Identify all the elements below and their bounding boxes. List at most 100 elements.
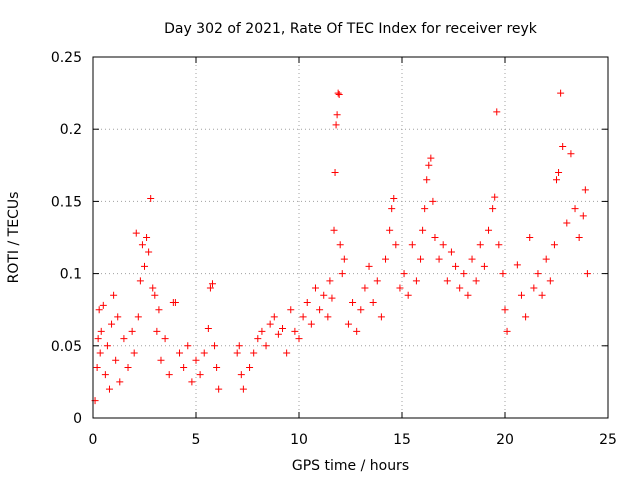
data-point [326, 277, 334, 285]
data-point [460, 270, 468, 278]
data-point [151, 291, 159, 299]
data-point [542, 255, 550, 263]
data-point [171, 298, 179, 306]
data-point [522, 313, 530, 321]
data-point [388, 205, 396, 213]
data-point [369, 298, 377, 306]
data-point [262, 342, 270, 350]
data-point [419, 226, 427, 234]
data-point [344, 320, 352, 328]
data-point [112, 356, 120, 364]
data-point [239, 385, 247, 393]
data-point [153, 327, 161, 335]
data-point [338, 270, 346, 278]
data-point [132, 229, 140, 237]
x-tick-label: 10 [290, 432, 308, 448]
data-point [208, 280, 216, 288]
data-point [233, 349, 241, 357]
data-point [266, 320, 274, 328]
data-point [149, 284, 157, 292]
data-point [283, 349, 291, 357]
data-point [534, 270, 542, 278]
data-point [215, 385, 223, 393]
data-point [211, 342, 219, 350]
data-point [324, 313, 332, 321]
y-tick-label: 0.15 [51, 194, 82, 210]
y-tick-label: 0.05 [51, 339, 82, 355]
data-point [336, 241, 344, 249]
x-axis-title: GPS time / hours [292, 458, 409, 474]
data-point [128, 327, 136, 335]
data-point [130, 349, 138, 357]
data-point [316, 306, 324, 314]
data-point [206, 284, 214, 292]
data-point [417, 255, 425, 263]
data-point [553, 176, 560, 184]
data-point [176, 349, 184, 357]
data-point [320, 291, 328, 299]
data-point [303, 298, 311, 306]
data-point [493, 108, 501, 116]
data-point [110, 291, 118, 299]
data-point [491, 193, 499, 201]
y-axis-title: ROTI / TECUs [6, 192, 22, 284]
data-point [213, 363, 221, 371]
data-point [330, 226, 338, 234]
data-point [412, 277, 420, 285]
data-point [120, 335, 128, 343]
data-point [429, 197, 437, 205]
data-point [108, 320, 116, 328]
data-point [503, 327, 511, 335]
data-point [332, 121, 340, 129]
x-tick-label: 20 [496, 432, 514, 448]
data-point [495, 241, 503, 249]
data-point [254, 335, 262, 343]
data-point [134, 313, 142, 321]
data-point [425, 161, 433, 169]
data-point [538, 291, 546, 299]
data-point [530, 284, 538, 292]
data-point [353, 327, 361, 335]
data-point [114, 313, 122, 321]
data-point [480, 262, 488, 270]
data-point [443, 277, 451, 285]
data-point [361, 284, 369, 292]
y-tick-label: 0.25 [51, 50, 82, 66]
data-point [382, 255, 390, 263]
data-point [94, 335, 102, 343]
data-point [295, 335, 303, 343]
data-point [423, 176, 431, 184]
data-point [99, 301, 107, 309]
data-point [476, 241, 484, 249]
data-point [287, 306, 295, 314]
data-point [583, 270, 591, 278]
data-point [555, 169, 563, 177]
data-point [550, 241, 558, 249]
data-point [472, 277, 480, 285]
data-point [571, 205, 579, 213]
data-point [501, 306, 509, 314]
data-point [270, 313, 278, 321]
data-point [237, 371, 245, 379]
data-point [235, 342, 243, 350]
data-point [250, 349, 258, 357]
x-tick-label: 0 [89, 432, 98, 448]
x-tick-label: 15 [393, 432, 411, 448]
data-point [145, 248, 153, 256]
data-point [180, 363, 188, 371]
data-point [421, 205, 429, 213]
data-point [157, 356, 165, 364]
data-point [559, 143, 567, 151]
data-point [464, 291, 472, 299]
data-point [386, 226, 394, 234]
data-point [334, 89, 342, 97]
data-point [431, 234, 439, 241]
data-point [184, 342, 192, 350]
data-point [124, 363, 132, 371]
data-point [373, 277, 381, 285]
data-point [452, 262, 460, 270]
data-point [93, 363, 101, 371]
data-point [258, 327, 266, 335]
data-point [96, 349, 104, 357]
